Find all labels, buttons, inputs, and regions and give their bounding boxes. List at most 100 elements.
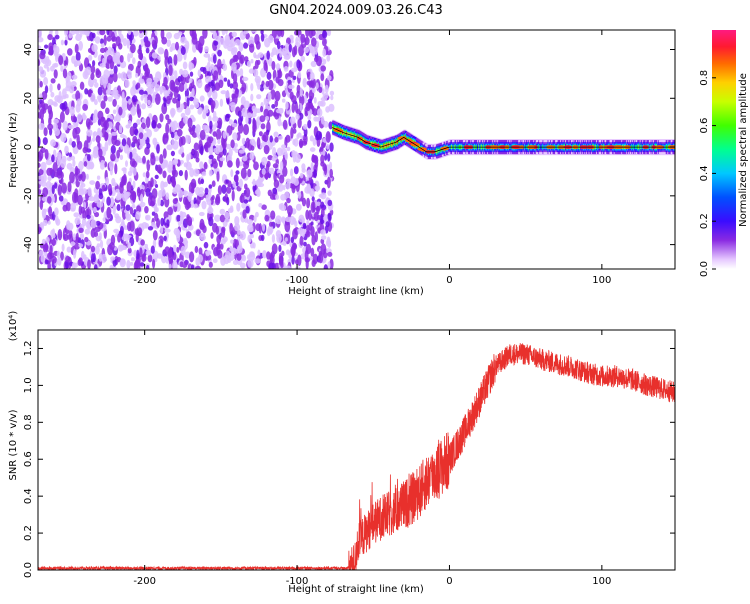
noise-blob: [243, 199, 249, 204]
noise-blob: [59, 111, 65, 123]
noise-blob: [198, 247, 203, 255]
y-tick-label: 40: [23, 43, 34, 56]
noise-blob: [132, 135, 138, 144]
noise-blob: [292, 128, 297, 134]
noise-blob: [105, 107, 110, 115]
noise-blob: [44, 44, 49, 49]
noise-blob: [62, 120, 68, 131]
noise-blob: [204, 83, 211, 93]
noise-blob: [231, 62, 237, 72]
noise-blob: [302, 77, 307, 88]
noise-blob: [114, 213, 120, 219]
noise-blob: [169, 79, 175, 92]
noise-blob: [239, 194, 245, 204]
noise-blob: [299, 87, 303, 98]
noise-blob: [87, 90, 92, 98]
noise-blob: [141, 103, 146, 110]
noise-blob: [279, 52, 283, 58]
noise-blob: [97, 118, 102, 126]
noise-blob: [201, 200, 207, 210]
noise-blob: [207, 71, 211, 78]
noise-blob: [190, 264, 195, 269]
noise-blob: [193, 197, 197, 206]
noise-blob: [92, 78, 98, 83]
noise-blob: [320, 154, 325, 164]
noise-blob: [284, 237, 288, 242]
noise-blob: [267, 91, 272, 102]
noise-blob: [54, 182, 58, 189]
noise-blob: [61, 243, 65, 252]
x-tick-label: -100: [286, 576, 309, 587]
noise-blob: [200, 145, 204, 156]
noise-blob: [175, 41, 179, 51]
noise-blob: [65, 36, 69, 41]
noise-blob: [252, 122, 257, 133]
noise-blob: [111, 31, 115, 42]
noise-blob: [111, 266, 117, 269]
noise-blob: [208, 184, 213, 189]
noise-blob: [309, 188, 315, 197]
noise-blob: [208, 169, 213, 177]
noise-blob: [271, 234, 275, 243]
noise-blob: [308, 209, 312, 221]
noise-blob: [65, 202, 71, 212]
noise-blob: [65, 255, 71, 263]
noise-blob: [80, 171, 86, 182]
noise-blob: [217, 185, 222, 195]
noise-blob: [272, 163, 279, 169]
noise-blob: [189, 83, 193, 92]
noise-blob: [202, 30, 208, 39]
noise-blob: [69, 137, 73, 146]
noise-blob: [313, 116, 318, 122]
noise-blob: [94, 226, 101, 232]
noise-blob: [291, 47, 296, 58]
noise-blob: [178, 170, 183, 177]
noise-blob: [268, 221, 274, 227]
noise-blob: [213, 70, 219, 81]
noise-blob: [127, 53, 131, 63]
noise-blob: [177, 76, 182, 83]
noise-blob: [322, 58, 327, 65]
noise-blob: [207, 55, 211, 63]
noise-blob: [90, 219, 97, 229]
noise-blob: [233, 73, 238, 84]
noise-blob: [54, 34, 60, 40]
noise-blob: [42, 137, 48, 146]
noise-blob: [191, 32, 198, 40]
noise-blob: [38, 45, 42, 50]
noise-blob: [67, 124, 75, 130]
noise-blob: [137, 157, 143, 164]
noise-blob: [77, 194, 83, 206]
noise-blob: [170, 150, 175, 157]
noise-blob: [112, 98, 117, 107]
noise-blob: [191, 87, 195, 98]
noise-blob: [103, 79, 107, 89]
noise-blob: [180, 112, 186, 118]
noise-blob: [100, 47, 106, 54]
noise-blob: [253, 161, 259, 171]
noise-blob: [74, 62, 78, 67]
noise-blob: [307, 98, 313, 103]
noise-blob: [44, 251, 47, 257]
noise-blob: [77, 259, 82, 266]
noise-blob: [121, 91, 125, 102]
noise-blob: [318, 250, 323, 257]
noise-blob: [91, 44, 98, 53]
noise-blob: [276, 30, 283, 37]
noise-blob: [48, 109, 54, 120]
noise-blob: [127, 242, 132, 249]
x-tick-label: 0: [446, 275, 452, 286]
noise-blob: [126, 38, 130, 49]
noise-blob: [285, 182, 291, 190]
noise-blob: [95, 220, 101, 226]
noise-blob: [263, 59, 268, 71]
noise-blob: [140, 193, 144, 204]
noise-blob: [80, 206, 86, 214]
noise-blob: [328, 121, 334, 130]
noise-blob: [54, 207, 59, 216]
noise-blob: [146, 142, 151, 149]
noise-blob: [299, 235, 304, 246]
noise-blob: [241, 82, 247, 93]
noise-blob: [295, 113, 300, 120]
noise-blob: [144, 146, 150, 156]
